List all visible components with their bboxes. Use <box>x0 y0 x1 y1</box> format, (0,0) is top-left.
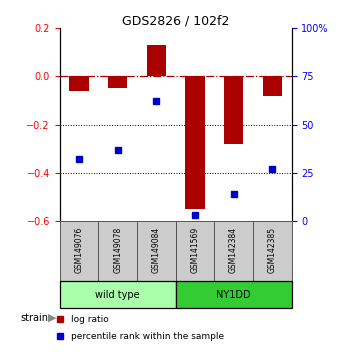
Bar <box>214 221 253 281</box>
Text: wild type: wild type <box>95 290 140 299</box>
Text: GSM149076: GSM149076 <box>74 226 84 273</box>
Text: strain: strain <box>20 313 48 323</box>
Text: GSM149078: GSM149078 <box>113 226 122 273</box>
Bar <box>98 221 137 281</box>
Bar <box>137 221 176 281</box>
Text: ▶: ▶ <box>48 313 57 323</box>
Bar <box>60 281 176 308</box>
Text: GSM141569: GSM141569 <box>190 226 199 273</box>
Bar <box>263 76 282 96</box>
Bar <box>108 76 127 88</box>
Text: GSM149084: GSM149084 <box>152 226 161 273</box>
Bar <box>224 76 243 144</box>
Bar <box>176 281 292 308</box>
Bar <box>176 221 214 281</box>
Text: GSM142385: GSM142385 <box>268 227 277 273</box>
Bar <box>69 76 89 91</box>
Title: GDS2826 / 102f2: GDS2826 / 102f2 <box>122 14 229 27</box>
Bar <box>60 221 98 281</box>
Text: GSM142384: GSM142384 <box>229 227 238 273</box>
Text: log ratio: log ratio <box>71 315 109 324</box>
Bar <box>185 76 205 209</box>
Bar <box>147 45 166 76</box>
Text: NY1DD: NY1DD <box>216 290 251 299</box>
Text: percentile rank within the sample: percentile rank within the sample <box>71 332 224 341</box>
Bar <box>253 221 292 281</box>
